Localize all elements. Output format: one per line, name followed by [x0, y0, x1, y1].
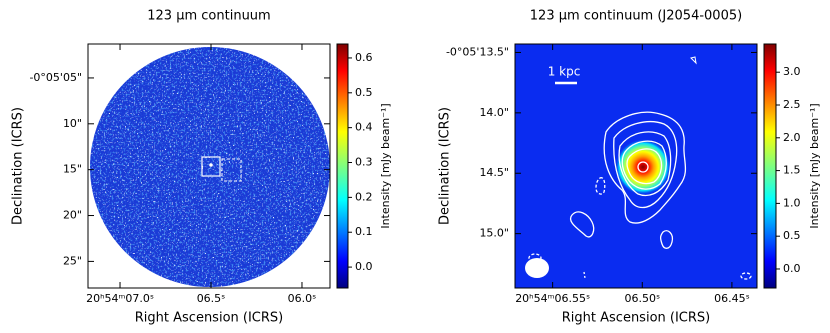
x-tick-label: 20ʰ54ᵐ07.0ˢ: [86, 292, 154, 305]
y-tick-label: -0°05'13.5": [446, 45, 509, 58]
x-tick-label: 20ʰ54ᵐ06.55ˢ: [515, 292, 590, 305]
y-tick-label: 14.5": [479, 166, 509, 179]
colorbar-tick-label: 0.6: [355, 51, 373, 64]
y-axis-label: Declination (ICRS): [11, 107, 26, 225]
x-axis-label: Right Ascension (ICRS): [562, 311, 710, 326]
colorbar-tick-label: 0.3: [355, 156, 373, 169]
target-box: [201, 156, 221, 177]
panel-title: 123 μm continuum: [147, 9, 270, 24]
colorbar: [336, 43, 349, 289]
colorbar-tick-label: 1.5: [783, 164, 801, 177]
left-image: [90, 47, 330, 287]
colorbar-tick-label: 3.0: [783, 65, 801, 78]
x-tick-label: 06.45ˢ: [714, 292, 750, 305]
beam: [525, 258, 549, 278]
colorbar-tick-label: 0.0: [783, 262, 801, 275]
y-tick-label: 15": [63, 163, 82, 176]
colorbar: [763, 43, 777, 289]
y-tick-label: 15.0": [479, 227, 509, 240]
y-tick-label: -0°05'05": [29, 71, 82, 84]
x-tick-label: 06.50ˢ: [624, 292, 660, 305]
scale-bar-label: 1 kpc: [548, 65, 581, 79]
right-image: 1 kpc: [515, 44, 757, 288]
colorbar-tick-label: 2.5: [783, 98, 801, 111]
colorbar-tick-label: 0.2: [355, 190, 373, 203]
target-box-dashed: [221, 158, 242, 182]
contours: [528, 56, 752, 280]
axes-frame: [87, 43, 331, 289]
colorbar-label: Intensity [mJy beam⁻¹]: [379, 103, 392, 228]
x-tick-label: 06.5ˢ: [197, 292, 226, 305]
colorbar-tick-label: 2.0: [783, 131, 801, 144]
axes-frame: [514, 43, 758, 289]
x-tick-label: 06.0ˢ: [288, 292, 317, 305]
colorbar-tick-label: 0.1: [355, 225, 373, 238]
y-axis-label: Declination (ICRS): [438, 107, 453, 225]
y-tick-label: 14.0": [479, 106, 509, 119]
x-axis-label: Right Ascension (ICRS): [135, 311, 283, 326]
colorbar-tick-label: 0.0: [355, 260, 373, 273]
colorbar-label: Intensity [mJy beam⁻¹]: [808, 103, 821, 228]
colorbar-tick-label: 0.5: [355, 86, 373, 99]
colorbar-tick-label: 0.5: [783, 229, 801, 242]
y-tick-label: 25": [63, 254, 82, 267]
panel-title: 123 μm continuum (J2054-0005): [530, 9, 742, 24]
colorbar-tick-label: 1.0: [783, 196, 801, 209]
colorbar-tick-label: 0.4: [355, 121, 373, 134]
y-tick-label: 10": [63, 117, 82, 130]
y-tick-label: 20": [63, 209, 82, 222]
